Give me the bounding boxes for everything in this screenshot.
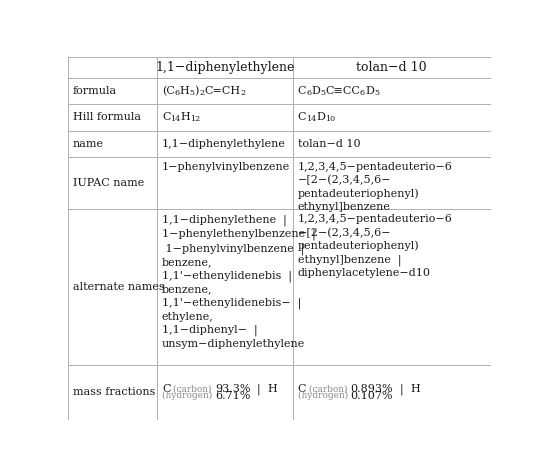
Text: (carbon): (carbon) — [306, 385, 350, 394]
Text: C: C — [298, 112, 306, 122]
Text: C≡CC: C≡CC — [325, 86, 360, 96]
Text: 5: 5 — [190, 89, 195, 96]
Text: 2: 2 — [199, 89, 204, 96]
Text: C: C — [298, 86, 306, 96]
Text: C: C — [162, 112, 171, 122]
Text: C: C — [162, 384, 171, 394]
Text: H: H — [410, 384, 420, 394]
Text: 6: 6 — [360, 89, 365, 96]
Text: H: H — [180, 112, 190, 122]
Text: Hill formula: Hill formula — [73, 112, 141, 122]
Text: 1,1−diphenylethylene: 1,1−diphenylethylene — [155, 61, 295, 74]
Text: alternate names: alternate names — [73, 282, 165, 292]
Text: 0.107%: 0.107% — [350, 391, 393, 401]
Text: name: name — [73, 139, 104, 149]
Text: 1,2,3,4,5−pentadeuterio−6
−[2−(2,3,4,5,6−
pentadeuteriophenyl)
ethynyl]benzene  : 1,2,3,4,5−pentadeuterio−6 −[2−(2,3,4,5,6… — [298, 214, 452, 278]
Text: |: | — [250, 383, 268, 395]
Text: 1,2,3,4,5−pentadeuterio−6
−[2−(2,3,4,5,6−
pentadeuteriophenyl)
ethynyl]benzene: 1,2,3,4,5−pentadeuterio−6 −[2−(2,3,4,5,6… — [298, 162, 452, 212]
Text: tolan−d 10: tolan−d 10 — [298, 139, 360, 149]
Text: 6.71%: 6.71% — [215, 391, 250, 401]
Text: 5: 5 — [374, 89, 379, 96]
Text: 6: 6 — [306, 89, 311, 96]
Text: tolan−d 10: tolan−d 10 — [356, 61, 427, 74]
Text: (carbon): (carbon) — [171, 385, 215, 394]
Text: formula: formula — [73, 86, 117, 96]
Text: C: C — [298, 384, 306, 394]
Text: |: | — [393, 383, 410, 395]
Text: 14: 14 — [171, 115, 180, 123]
Text: D: D — [316, 112, 325, 122]
Text: C=CH: C=CH — [204, 86, 240, 96]
Text: 2: 2 — [240, 89, 245, 96]
Text: ): ) — [195, 86, 199, 96]
Text: (C: (C — [162, 86, 175, 96]
Text: 10: 10 — [325, 115, 335, 123]
Text: (hydrogen): (hydrogen) — [298, 391, 350, 400]
Text: 6: 6 — [175, 89, 180, 96]
Text: D: D — [311, 86, 320, 96]
Text: 1,1−diphenylethene  |
1−phenylethenylbenzene  |
 1−phenylvinylbenzene  |
benzene: 1,1−diphenylethene | 1−phenylethenylbenz… — [162, 214, 316, 349]
Text: 1,1−diphenylethylene: 1,1−diphenylethylene — [162, 139, 286, 149]
Text: IUPAC name: IUPAC name — [73, 178, 144, 188]
Text: mass fractions: mass fractions — [73, 388, 155, 397]
Text: D: D — [365, 86, 374, 96]
Text: 5: 5 — [320, 89, 325, 96]
Text: 1−phenylvinylbenzene: 1−phenylvinylbenzene — [162, 162, 290, 172]
Text: H: H — [180, 86, 190, 96]
Text: 14: 14 — [306, 115, 316, 123]
Text: 0.893%: 0.893% — [350, 384, 393, 394]
Text: 93.3%: 93.3% — [215, 384, 250, 394]
Text: H: H — [268, 384, 277, 394]
Text: 12: 12 — [190, 115, 201, 123]
Text: (hydrogen): (hydrogen) — [162, 391, 215, 400]
